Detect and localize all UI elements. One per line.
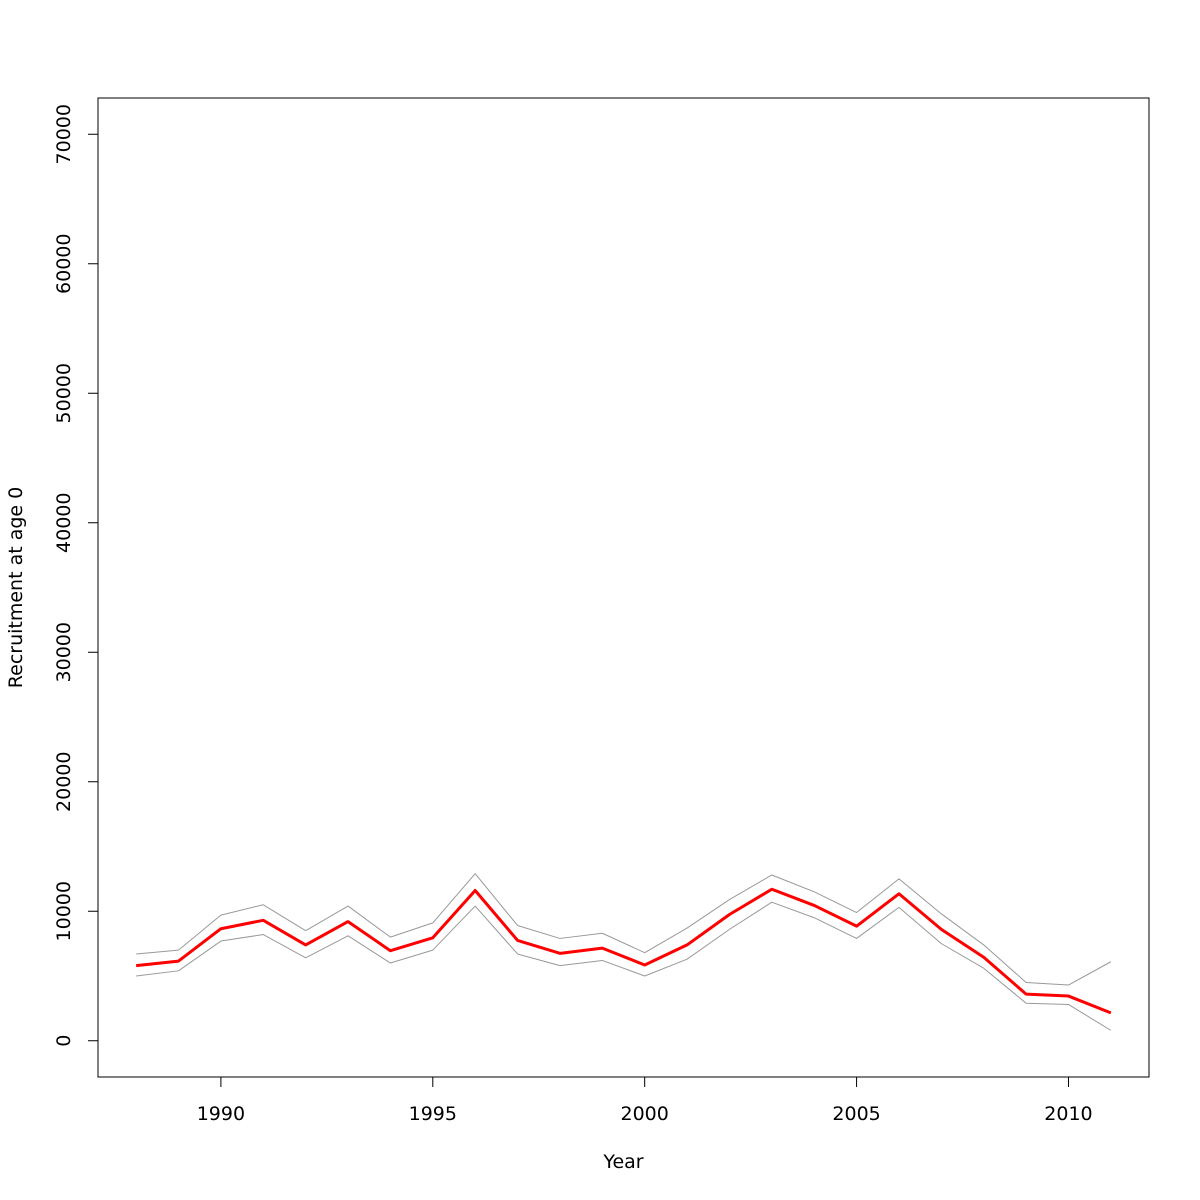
x-tick-label: 1990 — [197, 1103, 245, 1125]
y-axis-title: Recruitment at age 0 — [5, 487, 27, 688]
y-tick-label: 20000 — [53, 752, 75, 812]
y-tick-label: 60000 — [53, 234, 75, 294]
x-tick-label: 2005 — [832, 1103, 880, 1125]
y-tick-label: 0 — [53, 1035, 75, 1047]
x-axis: 1990 1995 2000 2005 2010 — [197, 1077, 1093, 1125]
x-tick-label: 2010 — [1044, 1103, 1092, 1125]
series-line-lower — [136, 901, 1112, 1031]
y-tick-label: 10000 — [53, 881, 75, 941]
x-axis-title: Year — [602, 1151, 643, 1173]
plot-frame — [97, 97, 1150, 1078]
x-tick-label: 1995 — [409, 1103, 457, 1125]
series-line-estimate — [135, 887, 1112, 1015]
series-line-upper — [136, 873, 1112, 986]
y-axis: 0 10000 20000 30000 40000 50000 60000 70000 — [53, 104, 98, 1047]
y-tick-label: 50000 — [53, 363, 75, 423]
plot-box — [97, 97, 1150, 1078]
y-tick-label: 70000 — [53, 104, 75, 164]
y-tick-label: 40000 — [53, 493, 75, 553]
series-layer — [135, 873, 1112, 1031]
x-tick-label: 2000 — [621, 1103, 669, 1125]
y-tick-label: 30000 — [53, 622, 75, 682]
